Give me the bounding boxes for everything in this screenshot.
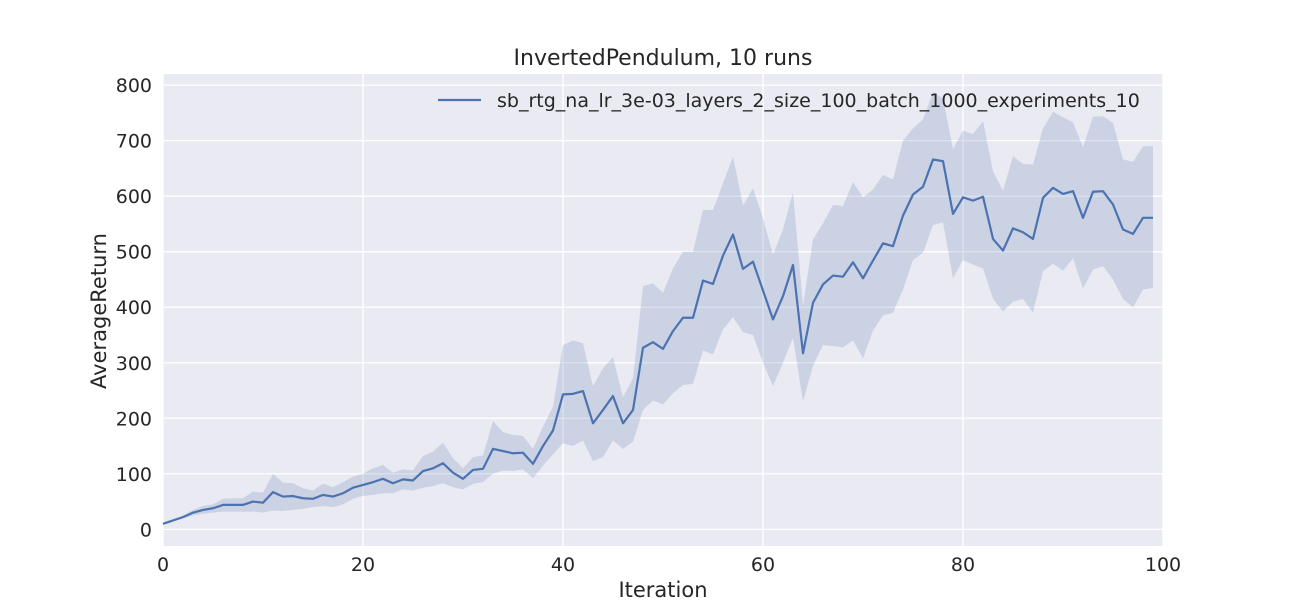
x-tick-label: 40 (551, 554, 575, 576)
x-tick-label: 100 (1145, 554, 1181, 576)
legend: sb_rtg_na_lr_3e-03_layers_2_size_100_bat… (438, 90, 1140, 112)
y-tick-label: 100 (116, 464, 152, 486)
y-tick-label: 200 (116, 408, 152, 430)
y-tick-label: 300 (116, 353, 152, 375)
x-tick-label: 80 (951, 554, 975, 576)
x-tick-label: 60 (751, 554, 775, 576)
confidence-band (163, 92, 1153, 524)
series-line (162, 158, 1153, 525)
chart-title: InvertedPendulum, 10 runs (514, 46, 813, 71)
y-tick-label: 500 (116, 242, 152, 264)
plot-background (163, 74, 1163, 546)
y-tick-label: 0 (140, 519, 152, 541)
y-tick-label: 700 (116, 131, 152, 153)
y-tick-label: 800 (116, 75, 152, 97)
legend-label: sb_rtg_na_lr_3e-03_layers_2_size_100_bat… (497, 90, 1140, 112)
y-axis-title: AverageReturn (87, 233, 111, 389)
x-tick-label: 20 (351, 554, 375, 576)
grid (162, 74, 1164, 546)
x-axis-ticks: 0 20 40 60 80 100 (157, 554, 1181, 576)
y-tick-label: 600 (116, 186, 152, 208)
y-tick-label: 400 (116, 297, 152, 319)
x-axis-title: Iteration (618, 578, 707, 602)
x-tick-label: 0 (157, 554, 169, 576)
y-axis-ticks: 0 100 200 300 400 500 600 700 800 (116, 75, 152, 541)
